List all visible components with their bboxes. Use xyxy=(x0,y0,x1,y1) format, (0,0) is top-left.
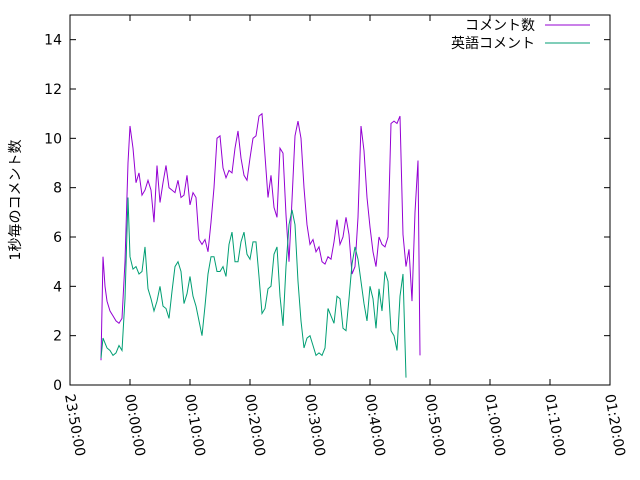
y-tick-label: 8 xyxy=(53,181,62,197)
x-tick-label: 00:50:00 xyxy=(421,393,448,458)
x-tick-label: 00:20:00 xyxy=(241,393,268,458)
plot-frame xyxy=(69,14,611,386)
x-tick-label: 01:20:00 xyxy=(601,393,628,458)
x-axis: 23:50:00 00:00:00 00:10:00 00:20:00 00:30:00… xyxy=(61,15,628,458)
x-tick-label: 00:10:00 xyxy=(181,393,208,458)
y-axis-label: 1秒毎のコメント数 xyxy=(8,140,24,261)
series-line-2 xyxy=(100,197,407,378)
y-tick-label: 0 xyxy=(53,378,62,394)
legend-label: コメント数 xyxy=(465,18,535,34)
y-tick-label: 12 xyxy=(44,82,62,98)
series-layer xyxy=(100,112,421,378)
x-tick-label: 00:40:00 xyxy=(361,393,388,458)
x-tick-label: 00:30:00 xyxy=(301,393,328,458)
x-tick-label: 01:10:00 xyxy=(541,393,568,458)
x-tick-label: 23:50:00 xyxy=(61,393,88,458)
y-tick-label: 10 xyxy=(44,131,62,147)
legend-label: 英語コメント xyxy=(451,35,535,52)
y-tick-label: 6 xyxy=(53,230,62,246)
y-tick-label: 4 xyxy=(53,279,62,295)
x-tick-label: 01:00:00 xyxy=(481,393,508,458)
y-axis: 0 2 4 6 8 10 12 14 xyxy=(44,33,610,394)
series-line-1 xyxy=(100,112,421,361)
y-tick-label: 2 xyxy=(53,329,62,345)
x-tick-label: 00:00:00 xyxy=(121,393,148,458)
y-tick-label: 14 xyxy=(44,33,62,49)
